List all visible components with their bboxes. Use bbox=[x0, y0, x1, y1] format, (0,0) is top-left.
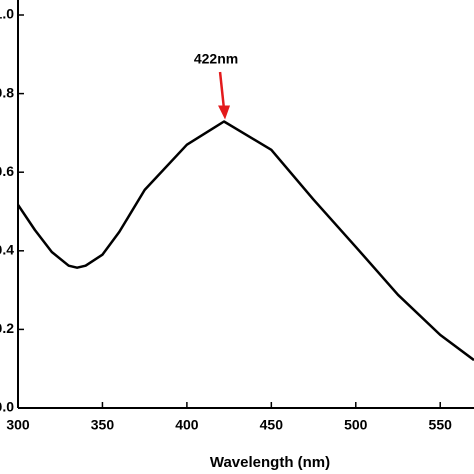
y-tick-label: 0.4 bbox=[0, 242, 14, 258]
annotation-text: 422nm bbox=[194, 51, 238, 67]
x-tick-label: 550 bbox=[429, 417, 453, 433]
y-tick-label: 0.6 bbox=[0, 163, 14, 179]
x-tick-label: 300 bbox=[6, 417, 30, 433]
annotation-arrow bbox=[218, 71, 226, 110]
spectrum-line bbox=[16, 120, 474, 362]
annotation-arrowhead bbox=[218, 105, 231, 120]
x-tick-label: 400 bbox=[175, 417, 199, 433]
y-tick-label: 0.2 bbox=[0, 320, 14, 336]
y-tick-label: 0.8 bbox=[0, 84, 14, 100]
x-axis-label: Wavelength (nm) bbox=[210, 454, 330, 471]
x-tick-label: 350 bbox=[91, 417, 115, 433]
y-tick-label: 1.0 bbox=[0, 6, 14, 22]
x-tick-label: 450 bbox=[260, 417, 284, 433]
y-tick-label: 0.0 bbox=[0, 399, 14, 415]
x-tick-label: 500 bbox=[344, 417, 368, 433]
